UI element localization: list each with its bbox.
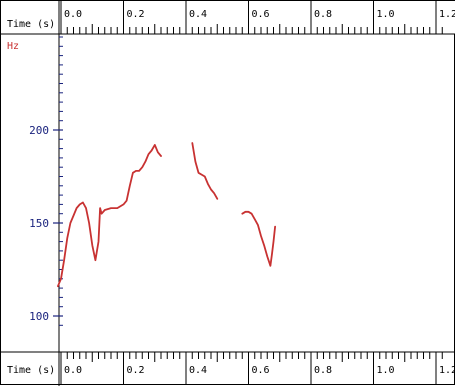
ruler-tick-label: 1.2 <box>439 9 455 20</box>
ruler-tick-label: 1.2 <box>439 365 455 376</box>
ruler-tick-label: 1.0 <box>377 9 395 20</box>
ruler-tick-label: 1.0 <box>377 365 395 376</box>
y-tick-label: 150 <box>29 217 49 230</box>
top-time-ruler[interactable]: Time (s) 0.0 0.2 0.4 0.6 0.8 1.0 1.2 <box>1 1 455 35</box>
hz-unit-label: Hz <box>7 41 19 52</box>
ruler-tick-label: 0.6 <box>252 9 270 20</box>
frequency-axis: Hz 100 150 200 <box>7 34 63 352</box>
pitch-curve <box>57 142 276 288</box>
top-ruler-label: Time (s) <box>7 19 55 30</box>
ruler-tick-label: 0.6 <box>252 365 270 376</box>
ruler-tick-label: 0.0 <box>64 365 82 376</box>
pitch-segment-1 <box>57 144 162 288</box>
ruler-tick-label: 0.4 <box>189 365 207 376</box>
pitch-segment-3 <box>241 210 276 267</box>
pitch-segment-2 <box>191 142 219 200</box>
ruler-tick-label: 0.2 <box>127 9 145 20</box>
y-tick-label: 200 <box>29 124 49 137</box>
ruler-tick-label: 0.4 <box>189 9 207 20</box>
ruler-tick-label: 0.8 <box>314 365 332 376</box>
bottom-time-ruler[interactable]: Time (s) 0.0 0.2 0.4 0.6 0.8 1.0 1.2 <box>1 351 455 386</box>
ruler-tick-label: 0.8 <box>314 9 332 20</box>
y-tick-label: 100 <box>29 310 49 323</box>
ruler-tick-label: 0.0 <box>64 9 82 20</box>
ruler-tick-label: 0.2 <box>127 365 145 376</box>
bottom-ruler-label: Time (s) <box>7 365 55 376</box>
